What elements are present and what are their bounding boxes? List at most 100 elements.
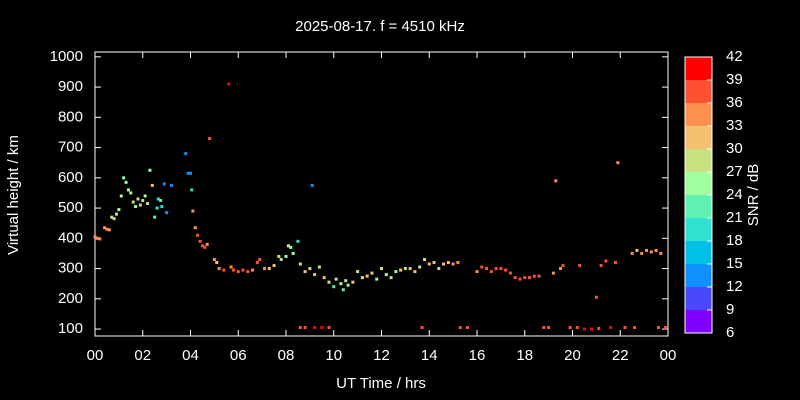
point [93, 235, 97, 239]
point [451, 262, 455, 266]
point [114, 212, 118, 216]
y-tick-label: 900 [58, 78, 83, 95]
point [251, 268, 255, 272]
point [384, 273, 388, 277]
point [351, 280, 355, 284]
point [217, 267, 221, 271]
point [623, 326, 627, 330]
colorbar-band [685, 218, 712, 241]
point [339, 282, 343, 286]
y-tick-label: 100 [58, 320, 83, 337]
point [136, 197, 140, 201]
point [635, 248, 639, 252]
colorbar-band [685, 80, 712, 103]
x-tick-label: 16 [469, 347, 486, 364]
x-tick-label: 10 [325, 347, 342, 364]
point [196, 233, 200, 237]
point [122, 176, 126, 180]
colorbar-tick-label: 12 [726, 278, 743, 295]
point [322, 276, 326, 280]
point [117, 208, 121, 212]
point [656, 326, 660, 330]
colorbar-tick-label: 24 [726, 186, 743, 203]
point [143, 194, 147, 198]
point [205, 242, 209, 246]
x-tick-label: 06 [230, 347, 247, 364]
point [296, 239, 300, 243]
point [458, 326, 462, 330]
point [559, 267, 563, 271]
point [494, 267, 498, 271]
point [575, 326, 579, 330]
colorbar-tick-label: 39 [726, 71, 743, 88]
point [360, 276, 364, 280]
colorbar-band [685, 149, 712, 172]
point [95, 236, 99, 240]
x-tick-label: 00 [87, 347, 104, 364]
point [198, 239, 202, 243]
point [645, 248, 649, 252]
point [532, 274, 536, 278]
point [475, 270, 479, 274]
point [298, 326, 302, 330]
point [630, 251, 634, 255]
colorbar-tick-label: 30 [726, 140, 743, 157]
colorbar-band [685, 241, 712, 264]
point [561, 264, 565, 268]
point [332, 285, 336, 289]
point [341, 288, 345, 292]
point [112, 217, 116, 221]
point [241, 268, 245, 272]
point [286, 244, 290, 248]
colorbar-tick-label: 36 [726, 94, 743, 111]
point [141, 199, 145, 203]
point [542, 326, 546, 330]
point [160, 205, 164, 209]
point [420, 326, 424, 330]
point [537, 274, 541, 278]
y-tick-label: 300 [58, 260, 83, 277]
point [344, 279, 348, 283]
y-tick-label: 800 [58, 108, 83, 125]
point [633, 326, 637, 330]
point [594, 295, 598, 299]
point [272, 264, 276, 268]
point [518, 277, 522, 281]
point [255, 261, 259, 265]
point [408, 267, 412, 271]
point [413, 270, 417, 274]
y-tick-label: 1000 [50, 48, 83, 65]
point [427, 262, 431, 266]
y-axis-label: Virtual height / km [5, 135, 22, 255]
point [456, 261, 460, 265]
point [320, 326, 324, 330]
point [246, 270, 250, 274]
point [613, 261, 617, 265]
colorbar-band [685, 264, 712, 287]
point [105, 227, 109, 231]
point [200, 244, 204, 248]
point [138, 203, 142, 207]
point [446, 261, 450, 265]
point [604, 259, 608, 263]
point [191, 209, 195, 213]
point [597, 326, 601, 330]
point [155, 206, 159, 210]
point [442, 262, 446, 266]
point [308, 267, 312, 271]
point [523, 276, 527, 280]
point [356, 270, 360, 274]
point [513, 276, 517, 280]
point [150, 183, 154, 187]
colorbar-band [685, 287, 712, 310]
point [291, 251, 295, 255]
point [222, 268, 226, 272]
point [107, 228, 111, 232]
point [394, 270, 398, 274]
colorbar-tick-label: 42 [726, 48, 743, 65]
colorbar-tick-label: 6 [726, 324, 734, 341]
point [203, 245, 207, 249]
point [659, 251, 663, 255]
point [551, 271, 555, 275]
point [370, 271, 374, 275]
